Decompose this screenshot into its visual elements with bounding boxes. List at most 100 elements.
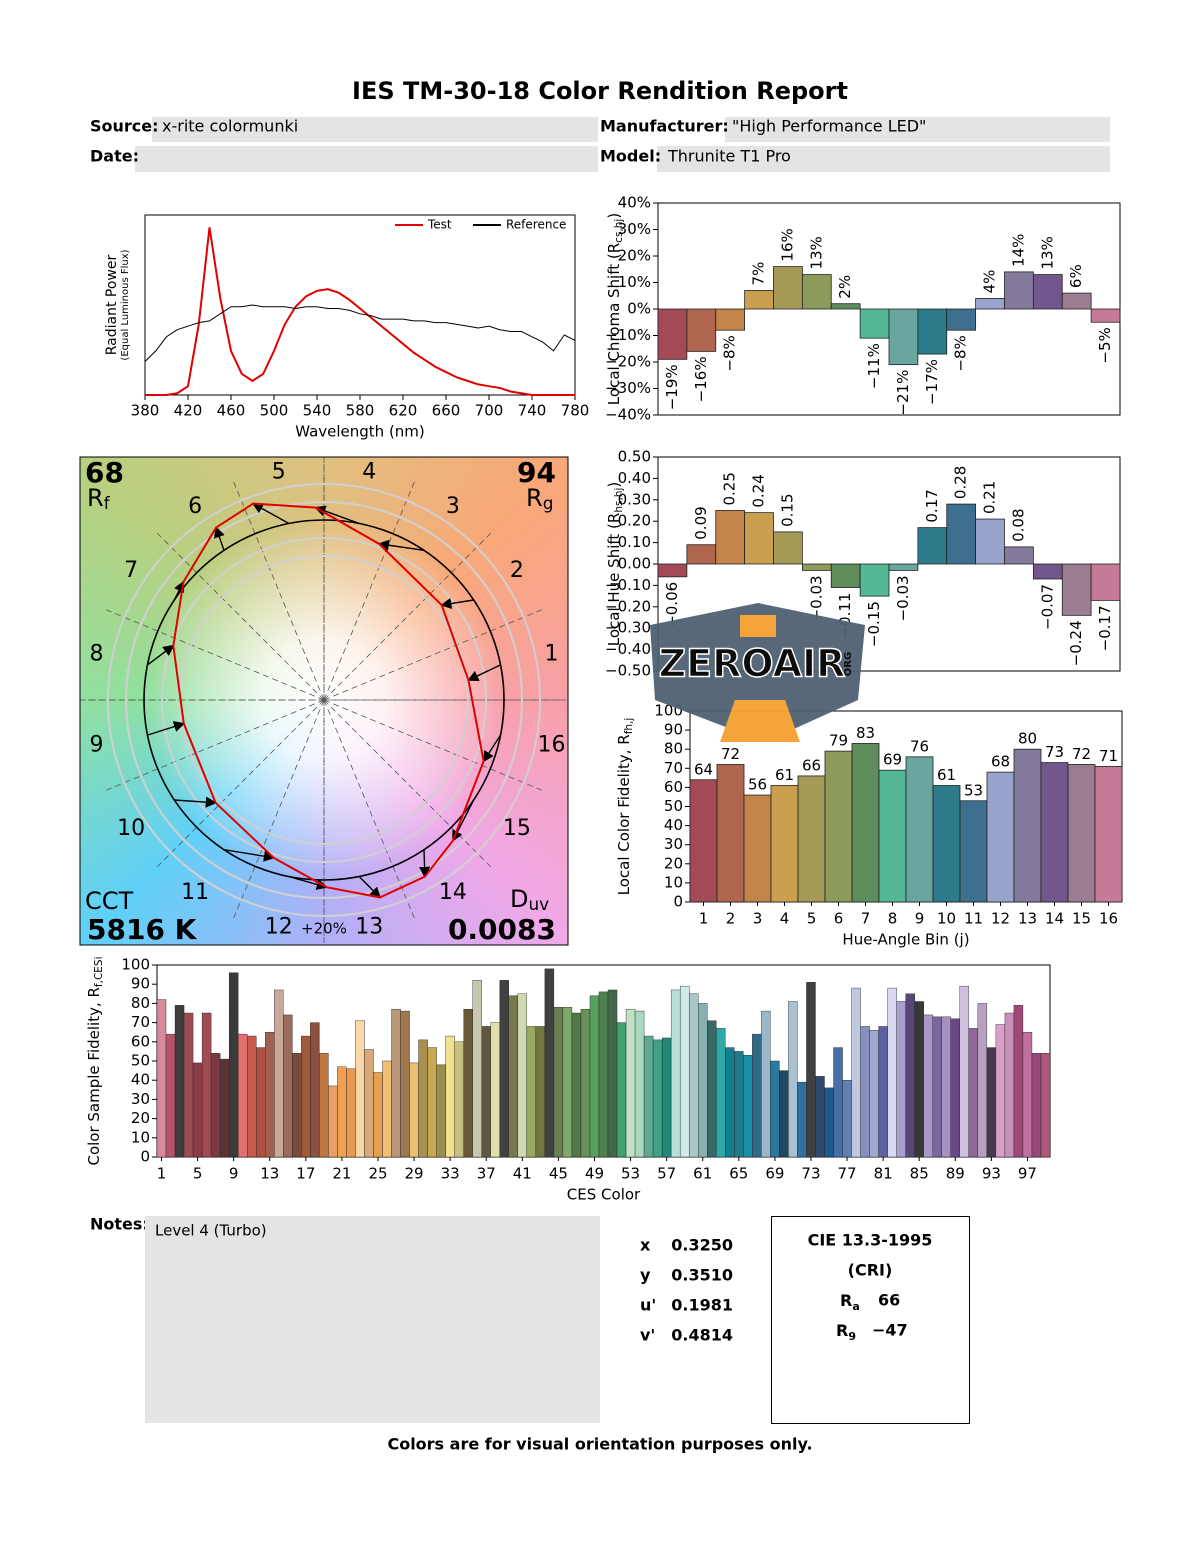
bar (409, 1062, 419, 1158)
watermark-badge (650, 603, 865, 742)
scale-circle (161, 537, 487, 863)
x-axis-label: Wavelength (nm) (295, 423, 425, 441)
x-tick-label: 1 (157, 1165, 167, 1183)
x-tick-label: 45 (549, 1165, 568, 1183)
cri-value: 66 (878, 1291, 900, 1310)
bar (319, 1053, 329, 1158)
x-tick-label: 37 (477, 1165, 496, 1183)
bar (878, 769, 907, 903)
bar (824, 1087, 834, 1158)
hue-bin-label: 12 (265, 915, 293, 940)
y-tick-label: 80 (664, 740, 683, 758)
bar (1022, 1031, 1033, 1158)
watermark-sub: ORG (843, 652, 854, 676)
x-tick-label: 16 (1099, 910, 1118, 928)
field-label: Source: (90, 117, 159, 136)
x-tick-label: 97 (1018, 1165, 1037, 1183)
shift-arrow (147, 644, 175, 666)
y-axis-label: Color Sample Fidelity, Rf,CESi (85, 956, 106, 1165)
bar (580, 1008, 591, 1158)
bar (770, 785, 799, 903)
data-label: 72 (1072, 745, 1091, 763)
x-tick-label: 6 (834, 910, 844, 928)
y-tick-label: 60 (664, 778, 683, 796)
bar (689, 779, 718, 903)
bar (283, 1014, 293, 1158)
notes-box (145, 1216, 600, 1423)
watermark-text: ZEROAIR (659, 642, 846, 686)
y-tick-label: 50 (131, 1052, 150, 1070)
report-title: IES TM-30-18 Color Rendition Report (352, 77, 848, 105)
chroma-value: 0.3510 (671, 1266, 733, 1285)
bar (1004, 271, 1034, 310)
x-tick-label: 15 (1072, 910, 1091, 928)
bar (192, 1062, 203, 1158)
bin-boundary (323, 607, 546, 701)
hue-bin-label: 10 (117, 816, 145, 841)
bar (905, 993, 915, 1158)
data-label: 0.25 (721, 472, 739, 505)
scale-circle (107, 483, 541, 917)
y-tick-label: 0 (673, 893, 683, 911)
chroma-label: u' (640, 1296, 656, 1315)
y-axis-label-part: Color Sample Fidelity, R (85, 987, 103, 1165)
bar (779, 1070, 789, 1158)
bar (975, 297, 1005, 310)
data-label: 61 (775, 766, 794, 784)
y-tick-label: 0.40 (618, 469, 651, 487)
y-tick-label: 90 (664, 721, 683, 739)
bin-boundary (323, 699, 494, 870)
test-polygon (172, 502, 485, 899)
rf-symbol-part: f (104, 493, 111, 513)
bar (715, 308, 746, 331)
bar (698, 1003, 708, 1158)
bar (932, 785, 961, 903)
hue-bin-label: 16 (538, 732, 566, 757)
bar (598, 991, 609, 1158)
shift-arrow (173, 580, 185, 601)
cri-value: −47 (872, 1321, 908, 1340)
bar (643, 1035, 654, 1158)
data-label: 61 (937, 766, 956, 784)
bar (210, 1053, 221, 1158)
bar (752, 1033, 762, 1158)
chroma-value: 0.3250 (671, 1236, 733, 1255)
x-tick-label: 53 (621, 1165, 640, 1183)
x-tick-label: 69 (765, 1165, 784, 1183)
bar (661, 1037, 672, 1158)
x-tick-label: 5 (807, 910, 817, 928)
y-axis-label: Local Hue Shift (Rhs,hj) (605, 482, 626, 646)
bar (373, 1072, 383, 1158)
bar (806, 982, 816, 1158)
bar (950, 1018, 960, 1158)
cri-subtitle: (CRI) (848, 1261, 893, 1280)
y-axis-label-part: Radiant Power (104, 255, 120, 356)
bar (156, 999, 167, 1158)
x-tick-label: 77 (837, 1165, 856, 1183)
data-label: 0.28 (952, 466, 970, 499)
hue-bin-label: 1 (545, 642, 559, 667)
data-label: 4% (981, 270, 999, 294)
y-axis-label-part: ) (605, 482, 623, 488)
bar (265, 1031, 275, 1158)
bar (801, 563, 832, 571)
chroma-value: 0.4814 (671, 1326, 733, 1345)
x-tick-label: 61 (693, 1165, 712, 1183)
y-tick-label: −0.50 (605, 662, 651, 680)
rf-value: 68 (85, 456, 124, 489)
hue-bin-label: 4 (362, 459, 376, 484)
data-label: −0.06 (663, 582, 681, 628)
shift-arrow (214, 526, 225, 551)
bin-boundary (154, 530, 325, 701)
bar (1061, 563, 1092, 616)
data-label: 72 (721, 745, 740, 763)
cri-symbol-part: a (852, 1300, 859, 1313)
shift-arrow (288, 875, 328, 890)
bar (734, 1051, 744, 1158)
bar (499, 980, 509, 1158)
bar (562, 1007, 573, 1158)
bar (657, 563, 688, 578)
x-tick-label: 5 (193, 1165, 203, 1183)
y-axis-label: Local Color Fidelity, Rfh,j (615, 718, 636, 896)
